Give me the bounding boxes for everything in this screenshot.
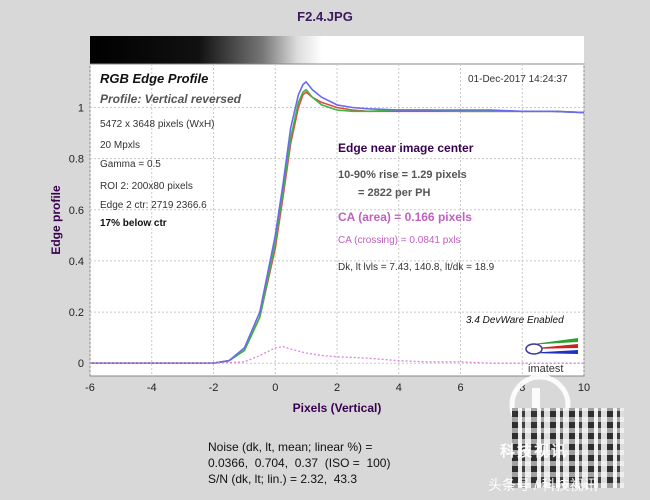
window-title: F2.4.JPG bbox=[297, 9, 353, 24]
x-tick-label: -6 bbox=[85, 382, 95, 394]
y-tick-label: 0 bbox=[78, 358, 84, 370]
annotation-ca-crossing: CA (crossing) = 0.0841 pxls bbox=[338, 235, 461, 246]
noise-line-3: S/N (dk, lt; lin.) = 2.32, 43.3 bbox=[208, 472, 358, 486]
x-axis-label: Pixels (Vertical) bbox=[293, 401, 382, 415]
below-ctr: 17% below ctr bbox=[100, 218, 167, 229]
chart-subtitle: Profile: Vertical reversed bbox=[100, 92, 242, 106]
info-line-2: Gamma = 0.5 bbox=[100, 159, 161, 170]
x-tick-label: 10 bbox=[578, 382, 590, 394]
watermark-brand: 科技视讯 bbox=[500, 443, 569, 460]
noise-line-1: Noise (dk, lt, mean; linear %) = bbox=[208, 440, 373, 454]
annotation-heading: Edge near image center bbox=[338, 141, 474, 155]
info-line-0: 5472 x 3648 pixels (WxH) bbox=[100, 119, 215, 130]
x-tick-label: 2 bbox=[334, 382, 340, 394]
annotation-rise: 10-90% rise = 1.29 pixels bbox=[338, 169, 467, 181]
info-line-1: 20 Mpxls bbox=[100, 140, 140, 151]
grid bbox=[89, 64, 585, 376]
edge-image-strip bbox=[90, 36, 584, 64]
chart-title: RGB Edge Profile bbox=[100, 71, 208, 86]
x-tick-label: 6 bbox=[457, 382, 463, 394]
series-line-1 bbox=[90, 88, 585, 365]
annotation-ca-area: CA (area) = 0.166 pixels bbox=[338, 210, 472, 224]
y-tick-label: 0.2 bbox=[69, 307, 84, 319]
y-tick-label: 0.4 bbox=[69, 256, 84, 268]
software-version: 3.4 DevWare Enabled bbox=[466, 315, 564, 326]
y-axis-label: Edge profile bbox=[49, 185, 63, 255]
timestamp: 01-Dec-2017 14:24:37 bbox=[468, 74, 568, 85]
x-tick-label: 8 bbox=[519, 382, 525, 394]
qr-code-overlay bbox=[512, 408, 624, 488]
y-tick-label: 1 bbox=[78, 102, 84, 114]
x-tick-label: 0 bbox=[272, 382, 278, 394]
annotation-levels: Dk, lt lvls = 7.43, 140.8, lt/dk = 18.9 bbox=[338, 262, 495, 273]
info-line-4: Edge 2 ctr: 2719 2366.6 bbox=[100, 200, 207, 211]
series-line-2 bbox=[90, 81, 585, 365]
watermark-source: 头条号 / 科技视讯 bbox=[488, 477, 598, 493]
x-tick-label: 4 bbox=[396, 382, 402, 394]
imatest-logo: imatest bbox=[525, 338, 578, 375]
x-tick-label: -2 bbox=[209, 382, 219, 394]
noise-line-2: 0.0366, 0.704, 0.37 (ISO = 100) bbox=[208, 456, 391, 470]
logo-text: imatest bbox=[528, 363, 563, 375]
series-lines bbox=[90, 81, 585, 365]
info-line-3: ROI 2: 200x80 pixels bbox=[100, 181, 193, 192]
y-tick-label: 0.8 bbox=[69, 154, 84, 166]
tick-labels: -6 -4 -2 0 2 4 6 8 10 0 0.2 0.4 0.6 0.8 1 bbox=[69, 102, 590, 394]
series-line-3 bbox=[90, 345, 584, 364]
annotation-per-ph: = 2822 per PH bbox=[358, 187, 431, 199]
y-tick-label: 0.6 bbox=[69, 205, 84, 217]
x-tick-label: -4 bbox=[147, 382, 157, 394]
